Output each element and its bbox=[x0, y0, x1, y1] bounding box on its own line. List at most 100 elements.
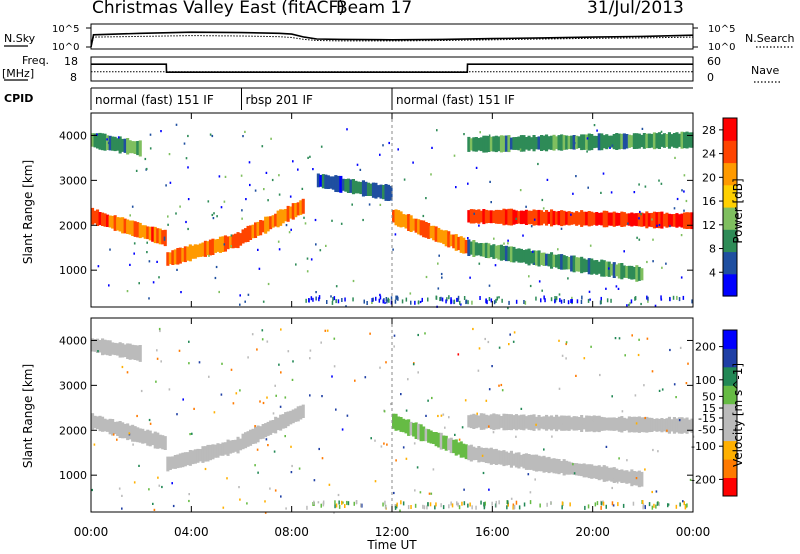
scatter-cell bbox=[561, 354, 564, 357]
range-cell bbox=[477, 243, 481, 256]
scatter-cell bbox=[441, 276, 443, 279]
range-cell bbox=[497, 209, 501, 224]
scatter-cell bbox=[527, 473, 530, 476]
scatter-cell bbox=[156, 260, 158, 263]
range-cell bbox=[587, 415, 591, 432]
near-range-cell bbox=[457, 502, 459, 507]
range-cell bbox=[101, 212, 105, 226]
date-title: 31/Jul/2013 bbox=[587, 0, 684, 18]
scatter-cell bbox=[221, 362, 223, 365]
near-range-cell bbox=[401, 299, 404, 304]
near-range-cell bbox=[567, 300, 570, 305]
range-cell bbox=[191, 245, 195, 259]
near-range-cell bbox=[390, 300, 393, 305]
range-cell bbox=[316, 173, 320, 188]
scatter-cell bbox=[393, 345, 395, 348]
range-cell bbox=[148, 430, 152, 447]
scatter-cell bbox=[160, 360, 162, 363]
range-cell bbox=[462, 237, 466, 254]
range-cell bbox=[271, 215, 275, 228]
range-cell bbox=[103, 133, 107, 151]
scatter-cell bbox=[669, 348, 671, 352]
scatter-cell bbox=[667, 503, 670, 506]
range-cell bbox=[474, 242, 478, 256]
scatter-cell bbox=[158, 484, 161, 487]
scatter-cell bbox=[457, 353, 460, 356]
near-range-cell bbox=[479, 296, 481, 300]
scatter-cell bbox=[185, 157, 188, 160]
range-cell bbox=[502, 208, 506, 226]
range-cell bbox=[454, 234, 458, 251]
range-cell bbox=[492, 449, 496, 464]
scatter-cell bbox=[520, 407, 523, 410]
scatter-cell bbox=[239, 389, 241, 392]
scatter-cell bbox=[291, 378, 294, 381]
time-axis-label: Time UT bbox=[366, 538, 417, 552]
scatter-cell bbox=[278, 174, 280, 177]
range-cell bbox=[133, 426, 137, 442]
scatter-cell bbox=[600, 191, 602, 194]
scatter-cell bbox=[149, 133, 152, 136]
power-data-layer bbox=[91, 123, 694, 310]
near-range-cell bbox=[529, 500, 532, 505]
scatter-cell bbox=[362, 218, 364, 222]
scatter-cell bbox=[351, 203, 353, 206]
scatter-cell bbox=[226, 477, 228, 480]
scatter-cell bbox=[437, 414, 439, 418]
scatter-cell bbox=[484, 337, 486, 341]
scatter-cell bbox=[419, 491, 422, 494]
range-cell bbox=[602, 417, 606, 431]
scatter-cell bbox=[324, 329, 327, 332]
range-cell bbox=[683, 132, 687, 149]
near-range-cell bbox=[507, 500, 509, 505]
range-cell bbox=[688, 212, 692, 229]
range-cell bbox=[146, 226, 150, 240]
near-range-cell bbox=[495, 500, 497, 505]
range-cell bbox=[637, 416, 641, 433]
range-cell bbox=[123, 423, 127, 439]
scatter-cell bbox=[185, 220, 187, 224]
scatter-cell bbox=[211, 213, 214, 217]
range-cell bbox=[394, 413, 398, 431]
range-cell bbox=[540, 416, 544, 429]
scatter-cell bbox=[537, 162, 539, 166]
scatter-cell bbox=[390, 402, 392, 406]
range-cell bbox=[640, 417, 644, 433]
range-cell bbox=[482, 413, 486, 430]
scatter-cell bbox=[146, 241, 148, 244]
scatter-cell bbox=[254, 189, 257, 192]
range-cell bbox=[572, 416, 576, 431]
range-cell bbox=[399, 211, 403, 228]
range-cell bbox=[612, 467, 616, 483]
scatter-cell bbox=[213, 212, 215, 215]
near-range-cell bbox=[346, 500, 348, 505]
range-cell bbox=[131, 220, 135, 236]
range-cell bbox=[602, 135, 606, 149]
scatter-cell bbox=[531, 250, 534, 253]
scatter-cell bbox=[161, 485, 163, 489]
scatter-cell bbox=[251, 333, 254, 336]
range-cell bbox=[680, 131, 684, 149]
range-cell bbox=[494, 245, 498, 259]
scatter-cell bbox=[646, 260, 648, 264]
range-cell bbox=[484, 447, 488, 463]
scatter-cell bbox=[661, 266, 663, 269]
near-range-cell bbox=[523, 300, 525, 304]
range-cell bbox=[484, 242, 488, 258]
range-cell bbox=[572, 463, 576, 475]
range-cell bbox=[527, 135, 531, 151]
near-range-cell bbox=[315, 296, 317, 301]
scatter-cell bbox=[417, 333, 419, 337]
scatter-cell bbox=[660, 298, 663, 301]
range-cell bbox=[479, 447, 483, 462]
range-cell bbox=[91, 133, 95, 147]
scatter-cell bbox=[132, 443, 134, 446]
range-cell bbox=[635, 265, 639, 282]
scatter-cell bbox=[384, 301, 386, 304]
scatter-cell bbox=[463, 133, 465, 136]
near-range-cell bbox=[442, 505, 445, 510]
scatter-cell bbox=[623, 250, 625, 253]
scatter-cell bbox=[218, 175, 221, 178]
scatter-cell bbox=[487, 340, 490, 344]
